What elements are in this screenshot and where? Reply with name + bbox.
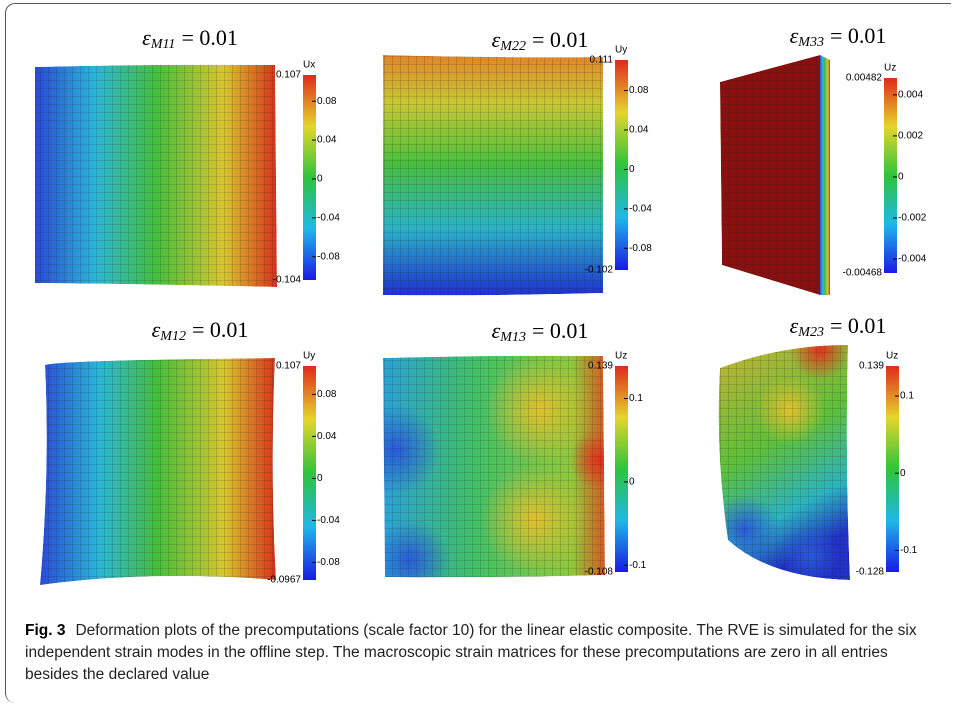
colorbar-label: Ux xyxy=(303,60,315,71)
colorbar-tick-label: 0.004 xyxy=(898,89,923,100)
panel-title: εM12 = 0.01 xyxy=(152,317,249,344)
slab-edge xyxy=(820,55,830,295)
colorbar-min: -0.102 xyxy=(585,265,614,276)
colorbar-tick-label: -0.1 xyxy=(900,545,918,556)
panel: εM33 = 0.01 Uz0.00482 -0.00468 0.004 0.002 0 -0… xyxy=(720,23,927,295)
panel: εM23 = 0.01 Uz0.139 -0.128 0.1 0 -0.1 xyxy=(710,313,918,585)
colorbar-tick-label: -0.08 xyxy=(317,251,340,262)
colorbar-tick-label: 0 xyxy=(317,174,323,185)
colorbar-tick-label: -0.1 xyxy=(629,560,647,571)
mesh-plot xyxy=(35,65,277,287)
title-subscript: M13 xyxy=(499,330,526,345)
colorbar xyxy=(303,366,316,580)
colorbar-tick-label: -0.04 xyxy=(317,212,340,223)
colorbar-tick-label: 0.04 xyxy=(629,125,649,136)
colorbar-min: -0.00468 xyxy=(843,268,883,279)
mesh-grid xyxy=(720,55,820,295)
colorbar-label: Uy xyxy=(615,45,627,56)
title-value: = 0.01 xyxy=(532,27,588,52)
colorbar-tick-label: 0 xyxy=(317,473,323,484)
colorbar-tick-label: -0.08 xyxy=(317,557,340,568)
colorbar-tick-label: -0.08 xyxy=(629,243,652,254)
title-value: = 0.01 xyxy=(830,23,886,48)
colorbar-max: 0.00482 xyxy=(846,73,883,84)
colorbar-max: 0.139 xyxy=(588,361,613,372)
mesh-plot xyxy=(350,355,630,600)
colorbar-min: -0.0967 xyxy=(267,575,301,586)
colorbar-max: 0.107 xyxy=(276,361,301,372)
colorbar-max: 0.139 xyxy=(859,361,884,372)
caption-label: Fig. 3 xyxy=(25,622,65,639)
panel: εM13 = 0.01 Uz0.139 -0.108 0.1 0 -0.1 xyxy=(350,318,647,600)
title-value: = 0.01 xyxy=(192,317,248,342)
colorbar-label: Uz xyxy=(615,351,627,362)
mesh-plot xyxy=(720,55,820,295)
title-symbol: ε xyxy=(492,27,501,52)
mesh-grid xyxy=(35,65,277,287)
colorbar xyxy=(615,60,628,270)
panel: εM11 = 0.01 Ux0.107 -0.104 0.08 0.04 0 -0.04 -0.… xyxy=(35,25,340,287)
panel-title: εM13 = 0.01 xyxy=(492,318,589,345)
colorbar-tick-label: 0.1 xyxy=(629,393,643,404)
panel-title: εM11 = 0.01 xyxy=(142,25,238,52)
colorbar-min: -0.108 xyxy=(585,567,614,578)
colorbar-label: Uy xyxy=(303,351,315,362)
colorbar-tick-label: 0 xyxy=(900,468,906,479)
colorbar-tick-label: 0 xyxy=(898,172,904,183)
colorbar-tick-label: 0.08 xyxy=(317,96,337,107)
mesh-grid xyxy=(40,358,276,585)
colorbar-max: 0.107 xyxy=(276,70,301,81)
title-subscript: M23 xyxy=(797,325,824,340)
colorbar-label: Uz xyxy=(886,351,898,362)
colorbar-tick-label: -0.004 xyxy=(898,254,927,265)
colorbar-tick-label: 0 xyxy=(629,164,635,175)
title-subscript: M33 xyxy=(797,35,824,50)
title-symbol: ε xyxy=(790,23,799,48)
title-symbol: ε xyxy=(790,313,799,338)
colorbar-min: -0.104 xyxy=(273,275,302,286)
figure: εM11= 0.01Ux0.107-0.1040.080.040-0.04-0.… xyxy=(0,0,955,610)
mesh-grid xyxy=(383,55,603,295)
colorbar-tick-label: 0.1 xyxy=(900,391,914,402)
colorbar-label: Uz xyxy=(884,63,896,74)
mesh-plot xyxy=(40,358,276,585)
panel: εM12 = 0.01 Uy0.107 -0.0967 0.08 0.04 0 -0.04 -0… xyxy=(40,317,340,586)
title-symbol: ε xyxy=(152,317,161,342)
title-value: = 0.01 xyxy=(181,25,237,50)
colorbar-tick-label: 0 xyxy=(629,477,635,488)
colorbar-tick-label: -0.04 xyxy=(629,204,652,215)
page: Figure 3 {"figure": {"panels": [ {"title… xyxy=(0,0,955,708)
mesh-grid xyxy=(719,345,850,580)
panel-title: εM23 = 0.01 xyxy=(790,313,887,340)
colorbar-tick-label: -0.002 xyxy=(898,213,927,224)
colorbar-tick-label: 0.002 xyxy=(898,131,923,142)
page-body: εM11= 0.01Ux0.107-0.1040.080.040-0.04-0.… xyxy=(0,0,955,708)
colorbar xyxy=(615,366,628,572)
colorbar-tick-label: 0.08 xyxy=(629,85,649,96)
panel-title: εM22 = 0.01 xyxy=(492,27,589,54)
mesh-plot xyxy=(710,320,850,585)
panel-title: εM33 = 0.01 xyxy=(790,23,887,50)
title-symbol: ε xyxy=(492,318,501,343)
colorbar xyxy=(884,78,897,273)
panel: εM22 = 0.01 Uy0.111 -0.102 0.08 0.04 0 -0.04 -0.… xyxy=(383,27,652,295)
colorbar-tick-label: 0.08 xyxy=(317,389,337,400)
title-value: = 0.01 xyxy=(830,313,886,338)
title-subscript: M22 xyxy=(499,39,526,54)
mesh-grid xyxy=(383,356,605,578)
colorbar-tick-label: -0.04 xyxy=(317,515,340,526)
colorbar-tick-label: 0.04 xyxy=(317,135,337,146)
colorbar-tick-label: 0.04 xyxy=(317,431,337,442)
mesh-plot xyxy=(383,55,603,295)
caption-text: Deformation plots of the precomputations… xyxy=(25,622,917,683)
colorbar-min: -0.128 xyxy=(856,567,885,578)
colorbar-max: 0.111 xyxy=(589,55,613,66)
title-value: = 0.01 xyxy=(532,318,588,343)
title-subscript: M12 xyxy=(159,329,186,344)
colorbar xyxy=(886,366,899,572)
title-symbol: ε xyxy=(142,25,151,50)
title-subscript: M11 xyxy=(150,37,176,52)
colorbar xyxy=(303,75,316,280)
